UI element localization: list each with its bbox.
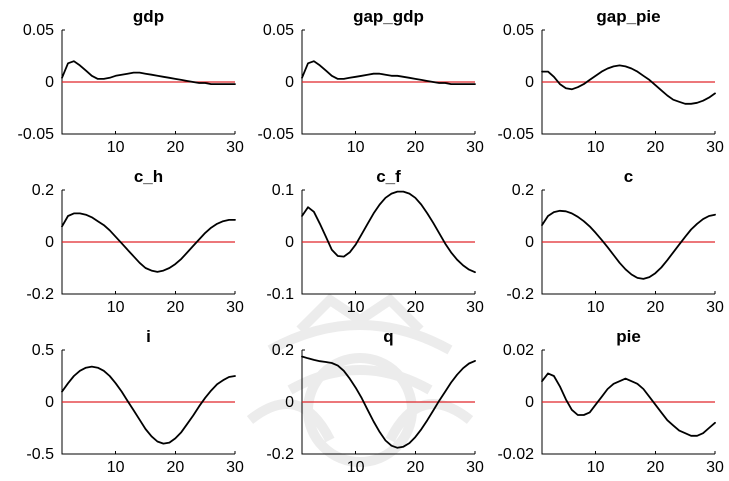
background-watermark-emblem (246, 293, 474, 467)
subplot-title: gap_gdp (353, 7, 424, 26)
x-tick-label: 30 (706, 139, 724, 156)
x-tick-label: 20 (646, 299, 664, 316)
x-tick-label: 20 (406, 139, 424, 156)
subplot-title: c (624, 167, 633, 186)
y-tick-label: -0.05 (18, 126, 55, 143)
y-tick-label: 0 (525, 394, 534, 411)
series-line (301, 355, 476, 449)
y-tick-label: 0.5 (32, 342, 54, 359)
y-tick-label: -0.02 (498, 446, 535, 463)
x-tick-label: 30 (226, 139, 244, 156)
series-line (541, 64, 716, 105)
subplot-title: c_h (134, 167, 163, 186)
y-tick-label: -0.05 (258, 126, 295, 143)
subplot-c: c -0.2 0 0.2 10 20 30 (506, 167, 724, 316)
x-tick-label: 10 (107, 299, 125, 316)
x-tick-label: 30 (466, 459, 484, 476)
y-tick-label: -0.1 (266, 286, 294, 303)
x-tick-label: 10 (107, 459, 125, 476)
x-tick-label: 10 (347, 299, 365, 316)
x-tick-label: 10 (107, 139, 125, 156)
x-tick-label: 30 (466, 139, 484, 156)
y-tick-label: 0.2 (512, 182, 534, 199)
y-tick-label: 0 (45, 394, 54, 411)
subplot-title: pie (616, 327, 641, 346)
subplot-c-f: c_f -0.1 0 0.1 10 20 30 (266, 167, 484, 316)
series-line (301, 190, 476, 274)
x-tick-label: 10 (347, 139, 365, 156)
series-line (301, 60, 476, 85)
y-tick-label: 0 (525, 234, 534, 251)
x-tick-label: 10 (587, 139, 605, 156)
x-tick-label: 20 (166, 299, 184, 316)
y-tick-label: 0 (285, 234, 294, 251)
subplot-grid: gdp -0.05 0 0.05 10 20 30 gap_gdp -0.05 0 0.05 10 20… (18, 7, 724, 476)
subplot-title: q (383, 327, 393, 346)
x-tick-label: 30 (706, 459, 724, 476)
y-tick-label: 0.05 (23, 22, 54, 39)
subplot-gdp: gdp -0.05 0 0.05 10 20 30 (18, 7, 244, 156)
x-tick-label: 20 (406, 459, 424, 476)
subplot-title: i (146, 327, 151, 346)
x-tick-label: 30 (466, 299, 484, 316)
series-line (541, 209, 716, 280)
subplot-gap-gdp: gap_gdp -0.05 0 0.05 10 20 30 (258, 7, 484, 156)
subplot-i: i -0.5 0 0.5 10 20 30 (26, 327, 244, 476)
y-tick-label: 0.2 (272, 342, 294, 359)
y-tick-label: 0 (525, 74, 534, 91)
subplot-c-h: c_h -0.2 0 0.2 10 20 30 (26, 167, 244, 316)
x-tick-label: 20 (646, 139, 664, 156)
x-tick-label: 30 (226, 299, 244, 316)
subplot-title: gap_pie (596, 7, 660, 26)
y-tick-label: 0 (285, 74, 294, 91)
x-tick-label: 10 (347, 459, 365, 476)
series-line (61, 212, 236, 273)
series-line (61, 365, 236, 445)
y-tick-label: -0.05 (498, 126, 535, 143)
subplot-pie: pie -0.02 0 0.02 10 20 30 (498, 327, 724, 476)
y-tick-label: -0.5 (26, 446, 54, 463)
subplot-gap-pie: gap_pie -0.05 0 0.05 10 20 30 (498, 7, 724, 156)
y-tick-label: 0 (45, 234, 54, 251)
x-tick-label: 20 (166, 459, 184, 476)
x-tick-label: 30 (706, 299, 724, 316)
y-tick-label: 0 (45, 74, 54, 91)
subplot-title: gdp (133, 7, 164, 26)
subplot-q: q -0.2 0 0.2 10 20 30 (266, 327, 484, 476)
y-tick-label: 0.05 (263, 22, 294, 39)
y-tick-label: 0.02 (503, 342, 534, 359)
y-tick-label: -0.2 (266, 446, 294, 463)
y-tick-label: 0.05 (503, 22, 534, 39)
x-tick-label: 10 (587, 459, 605, 476)
y-tick-label: -0.2 (506, 286, 534, 303)
y-tick-label: 0 (285, 394, 294, 411)
x-tick-label: 10 (587, 299, 605, 316)
series-line (541, 372, 716, 437)
x-tick-label: 30 (226, 459, 244, 476)
series-line (61, 60, 236, 85)
y-tick-label: 0.2 (32, 182, 54, 199)
x-tick-label: 20 (166, 139, 184, 156)
y-tick-label: 0.1 (272, 182, 294, 199)
x-tick-label: 20 (646, 459, 664, 476)
subplot-title: c_f (376, 167, 401, 186)
x-tick-label: 20 (406, 299, 424, 316)
y-tick-label: -0.2 (26, 286, 54, 303)
